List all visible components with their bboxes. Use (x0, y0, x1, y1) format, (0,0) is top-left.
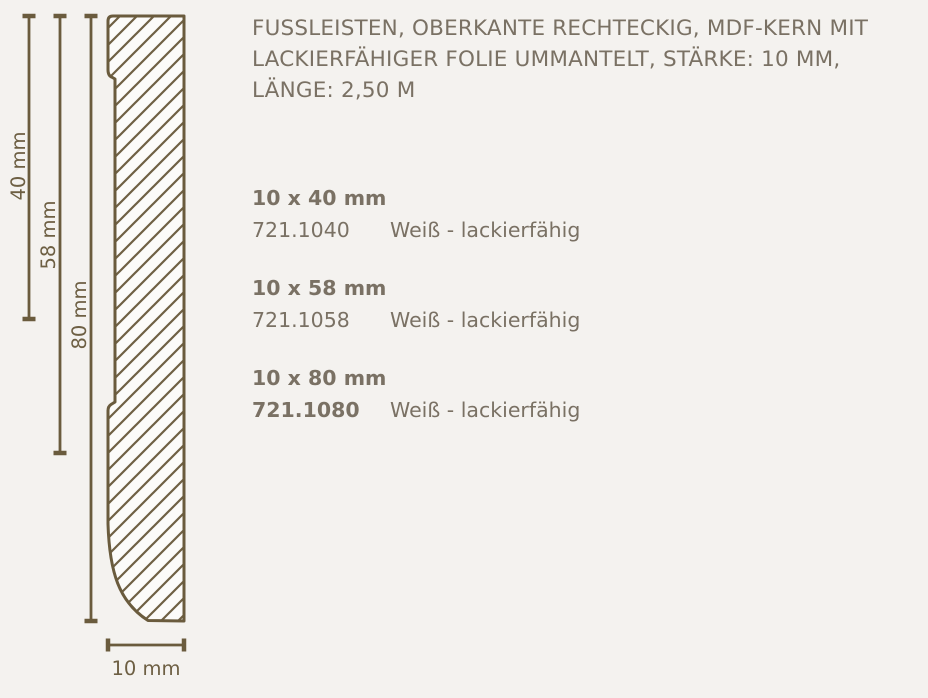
product-item-10x58: 10 x 58 mm 721.1058 Weiß - lackierfähig (252, 276, 892, 332)
dimension-label-40mm: 40 mm (7, 131, 30, 200)
profile-cross-section (106, 14, 186, 623)
dimension-label-58mm: 58 mm (37, 200, 60, 269)
article-number: 721.1080 (252, 398, 360, 422)
description-line-1: FUSSLEISTEN, OBERKANTE RECHTECKIG, MDF-K… (252, 16, 869, 41)
product-item-10x40: 10 x 40 mm 721.1040 Weiß - lackierfähig (252, 186, 892, 242)
color-description: Weiß - lackierfähig (390, 308, 581, 332)
dimension-lines (22, 13, 187, 652)
profile-shape (106, 14, 186, 623)
dimension-label-80mm: 80 mm (68, 280, 91, 349)
product-detail-row: 721.1080 Weiß - lackierfähig (252, 398, 892, 422)
article-number: 721.1058 (252, 308, 350, 332)
product-size: 10 x 40 mm (252, 186, 387, 210)
product-description: FUSSLEISTEN, OBERKANTE RECHTECKIG, MDF-K… (252, 13, 912, 106)
article-number: 721.1040 (252, 218, 350, 242)
description-line-3: LÄNGE: 2,50 M (252, 78, 416, 103)
product-item-10x80: 10 x 80 mm 721.1080 Weiß - lackierfähig (252, 366, 892, 422)
description-line-2: LACKIERFÄHIGER FOLIE UMMANTELT, STÄRKE: … (252, 47, 841, 72)
product-size: 10 x 58 mm (252, 276, 387, 300)
product-detail-row: 721.1040 Weiß - lackierfähig (252, 218, 892, 242)
product-detail-row: 721.1058 Weiß - lackierfähig (252, 308, 892, 332)
dimension-label-10mm: 10 mm (111, 657, 180, 680)
skirting-profile-drawing: 40 mm 58 mm 80 mm 10 mm (7, 13, 187, 680)
color-description: Weiß - lackierfähig (390, 218, 581, 242)
color-description: Weiß - lackierfähig (390, 398, 581, 422)
product-size: 10 x 80 mm (252, 366, 387, 390)
